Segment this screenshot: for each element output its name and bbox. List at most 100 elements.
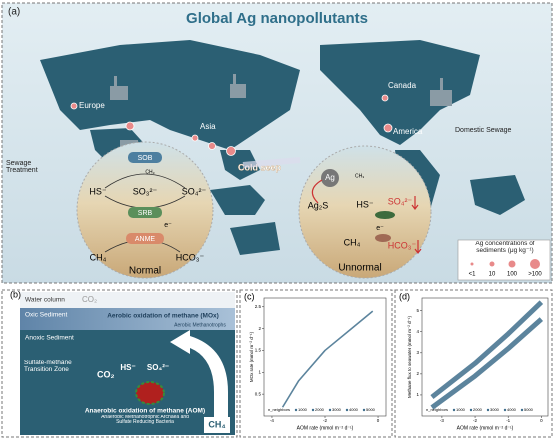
unnormal-label: CH₃ bbox=[355, 173, 364, 179]
legend-swatch bbox=[294, 408, 298, 412]
legend-item: >100 bbox=[528, 272, 542, 278]
pill bbox=[128, 152, 162, 163]
y-tick-label: 2 bbox=[258, 326, 261, 331]
place-label: Europe bbox=[79, 101, 105, 110]
pill bbox=[128, 207, 162, 218]
y-tick-label: 5 bbox=[416, 308, 419, 313]
x-axis-label: AOM rate (mmol m⁻² d⁻¹) bbox=[457, 425, 514, 431]
legend-swatch bbox=[469, 408, 473, 412]
unnormal-label: e⁻ bbox=[376, 225, 384, 232]
panel-label: (a) bbox=[8, 7, 20, 18]
legend-swatch bbox=[362, 408, 366, 412]
place-label: Cold seep bbox=[238, 162, 282, 172]
place-label: America bbox=[393, 127, 423, 136]
normal-label: e⁻ bbox=[164, 222, 172, 229]
aom-sub: Anaerobic Methanotrophic Archaea and Sul… bbox=[101, 415, 189, 426]
panel-label: (b) bbox=[10, 289, 21, 299]
microbe bbox=[375, 211, 395, 219]
legend-item: 5000 bbox=[366, 407, 376, 412]
unnormal-label: Ag bbox=[325, 173, 335, 182]
source-text: Sewage Treatment bbox=[6, 160, 38, 175]
legend-item: 2000 bbox=[473, 407, 483, 412]
data-line bbox=[430, 300, 544, 400]
normal-caption: Normal bbox=[129, 266, 161, 277]
legend-swatch bbox=[503, 408, 507, 412]
y-tick-label: 1 bbox=[258, 369, 261, 374]
legend-title: n_neighbors bbox=[426, 407, 448, 412]
x-tick-label: -1 bbox=[506, 418, 510, 423]
legend-item: 10 bbox=[489, 272, 496, 278]
legend-swatch bbox=[311, 408, 315, 412]
pill bbox=[126, 233, 164, 244]
normal-label: HS⁻ bbox=[89, 186, 107, 196]
legend-item: 100 bbox=[507, 272, 518, 278]
place-label: Asia bbox=[200, 122, 216, 131]
microbe bbox=[375, 234, 391, 242]
normal-label: SO₃²⁻ bbox=[133, 186, 158, 196]
source-label: Sewage Treatment bbox=[6, 160, 38, 175]
chem-label: SO₄²⁻ bbox=[147, 363, 169, 372]
charts: (c) 0.5 1 1.5 2 2.5 -4 -2 0 AOM rate (mmol m⁻² d⁻… bbox=[244, 291, 549, 431]
x-tick-label: -3 bbox=[440, 418, 444, 423]
x-tick-label: 0 bbox=[377, 418, 380, 423]
zoom-beam bbox=[242, 157, 301, 168]
y-axis-label: Methane flux to seawater (mmol m⁻² d⁻¹) bbox=[407, 315, 412, 398]
chem-label: CO₂ bbox=[97, 369, 115, 379]
legend-swatch bbox=[520, 408, 524, 412]
layer-text: Sulfate-methane Transition Zone bbox=[24, 360, 72, 373]
x-tick-label: 0 bbox=[540, 418, 543, 423]
y-tick-label: 3 bbox=[416, 350, 419, 355]
legend-swatch bbox=[328, 408, 332, 412]
normal-label: CH₄ bbox=[90, 252, 107, 262]
unnormal-circle bbox=[298, 145, 432, 279]
legend-title-text: Ag concentrations of sediments (μg kg⁻¹) bbox=[475, 241, 535, 254]
legend-title: n_neighbors bbox=[268, 407, 290, 412]
place-label: Canada bbox=[388, 81, 417, 90]
y-tick-label: 2 bbox=[416, 371, 419, 376]
layer-label: Water column bbox=[25, 297, 65, 304]
water-layer bbox=[20, 292, 235, 308]
mox-label: Aerobic oxidation of methane (MOx) bbox=[107, 313, 219, 320]
chem-label: CO₂ bbox=[82, 295, 97, 304]
aom-sub-text: Anaerobic Methanotrophic Archaea and Sul… bbox=[101, 415, 189, 426]
panel-label: (c) bbox=[244, 291, 255, 301]
normal-label: HCO₃⁻ bbox=[176, 252, 205, 262]
layer-label: Sulfate-methane Transition Zone bbox=[24, 360, 72, 373]
unnormal-label: HCO₃⁻ bbox=[388, 240, 417, 250]
x-tick-label: -2 bbox=[473, 418, 477, 423]
data-line bbox=[430, 317, 544, 410]
legend-swatch bbox=[345, 408, 349, 412]
aom-consortium bbox=[135, 381, 165, 405]
oxic-layer bbox=[20, 308, 235, 330]
legend-title: Ag concentrations of sediments (μg kg⁻¹) bbox=[475, 241, 535, 254]
normal-label: ANME bbox=[135, 236, 156, 243]
legend-item: 5000 bbox=[524, 407, 534, 412]
x-tick-label: -2 bbox=[323, 418, 327, 423]
normal-label: SO₄²⁻ bbox=[182, 186, 207, 196]
methane-arrow bbox=[170, 330, 228, 430]
unnormal-label: SO₄²⁻ bbox=[388, 196, 413, 206]
panel-title: Global Ag nanopollutants bbox=[186, 10, 368, 27]
legend-item: 1000 bbox=[456, 407, 466, 412]
y-tick-label: 1.5 bbox=[255, 348, 262, 353]
ag-particle bbox=[321, 169, 339, 187]
legend-item: 4000 bbox=[349, 407, 359, 412]
y-tick-label: 2.5 bbox=[255, 304, 262, 309]
aom-label: Anaerobic oxidation of methane (AOM) bbox=[85, 408, 205, 415]
y-tick-label: 0.5 bbox=[255, 391, 262, 396]
legend-swatch bbox=[486, 408, 490, 412]
chem-label: CH₄ bbox=[208, 419, 225, 429]
unnormal-label: Ag₂S bbox=[308, 200, 329, 210]
panel-label: (d) bbox=[399, 291, 410, 301]
legend-swatch bbox=[452, 408, 456, 412]
legend-item: <1 bbox=[469, 272, 477, 278]
legend-item: 2000 bbox=[315, 407, 325, 412]
legend-item: 1000 bbox=[298, 407, 308, 412]
chem-label: HS⁻ bbox=[120, 363, 135, 372]
x-tick-label: -4 bbox=[270, 418, 274, 423]
data-line bbox=[281, 310, 374, 408]
layer-label: Anoxic Sediment bbox=[25, 335, 74, 342]
unnormal-caption: Unnormal bbox=[338, 263, 381, 274]
decrease-arrows bbox=[311, 179, 422, 254]
